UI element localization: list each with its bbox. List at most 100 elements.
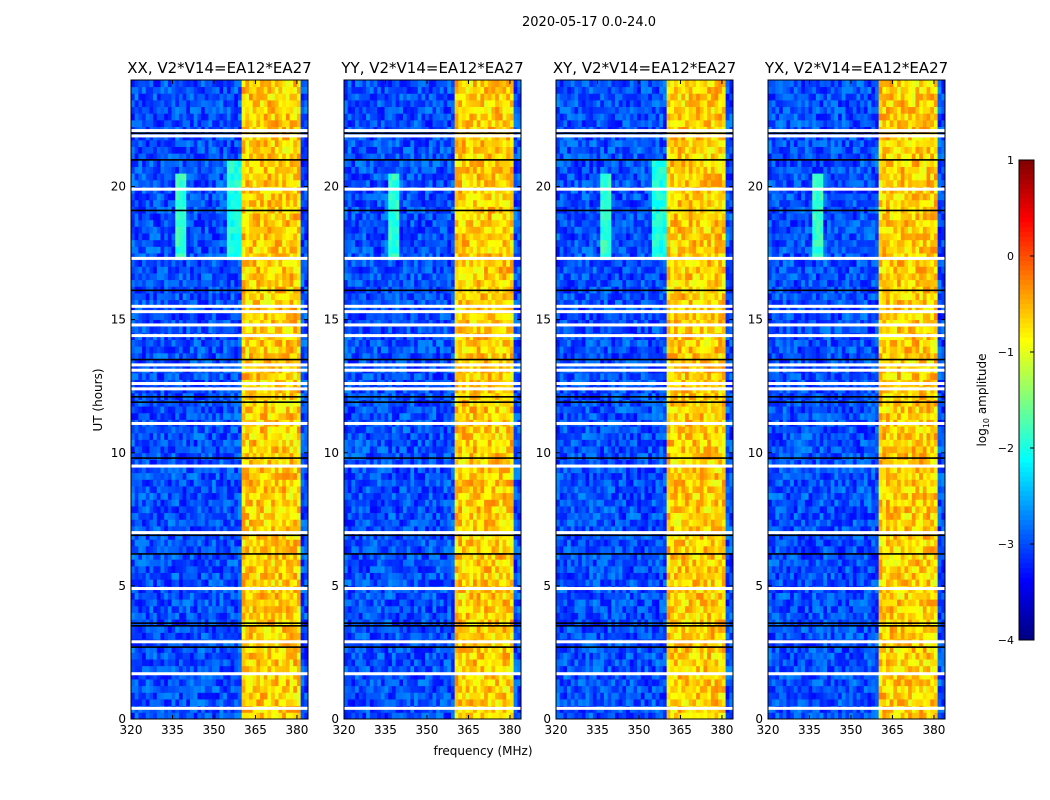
heatmap-cell bbox=[421, 712, 426, 720]
heatmap-cell bbox=[160, 559, 165, 567]
heatmap-cell bbox=[186, 499, 191, 507]
heatmap-cell bbox=[153, 239, 158, 247]
heatmap-cell bbox=[190, 672, 195, 680]
heatmap-cell bbox=[282, 439, 287, 447]
heatmap-cell bbox=[145, 293, 150, 301]
heatmap-cell bbox=[237, 565, 243, 573]
heatmap-cell bbox=[145, 552, 150, 560]
heatmap-cell bbox=[142, 552, 147, 560]
heatmap-cell bbox=[219, 665, 224, 673]
heatmap-cell bbox=[245, 679, 250, 687]
heatmap-cell bbox=[278, 86, 283, 94]
heatmap-cell bbox=[304, 679, 309, 687]
heatmap-cell bbox=[450, 685, 456, 693]
heatmap-cell bbox=[289, 492, 294, 500]
heatmap-cell bbox=[256, 539, 261, 547]
heatmap-cell bbox=[156, 446, 161, 454]
heatmap-cell bbox=[178, 246, 184, 254]
heatmap-cell bbox=[296, 452, 302, 460]
heatmap-cell bbox=[219, 525, 224, 534]
heatmap-cell bbox=[204, 426, 209, 434]
heatmap-cell bbox=[156, 193, 161, 201]
heatmap-cell bbox=[208, 179, 213, 187]
heatmap-cell bbox=[226, 625, 231, 633]
heatmap-cell bbox=[296, 685, 302, 693]
heatmap-cell bbox=[134, 359, 139, 367]
heatmap-cell bbox=[296, 466, 302, 474]
heatmap-cell bbox=[436, 712, 441, 720]
heatmap-cell bbox=[201, 399, 206, 407]
heatmap-cell bbox=[145, 179, 150, 187]
heatmap-cell bbox=[160, 406, 165, 414]
heatmap-cell bbox=[289, 559, 294, 567]
heatmap-cell bbox=[212, 545, 217, 553]
heatmap-cell bbox=[156, 146, 161, 154]
heatmap-cell bbox=[234, 119, 239, 127]
heatmap-cell bbox=[384, 685, 389, 693]
heatmap-cell bbox=[212, 439, 217, 447]
heatmap-cell bbox=[142, 226, 147, 234]
heatmap-cell bbox=[414, 685, 419, 693]
heatmap-cell bbox=[167, 139, 172, 147]
heatmap-cell bbox=[164, 632, 169, 640]
heatmap-cell bbox=[145, 645, 150, 653]
heatmap-cell bbox=[296, 712, 302, 720]
heatmap-cell bbox=[219, 246, 224, 254]
heatmap-cell bbox=[186, 359, 191, 367]
heatmap-cell bbox=[274, 99, 279, 108]
heatmap-cell bbox=[153, 273, 158, 281]
heatmap-cell bbox=[160, 372, 165, 380]
heatmap-cell bbox=[271, 113, 276, 121]
heatmap-cell bbox=[201, 545, 206, 553]
heatmap-cell bbox=[293, 346, 298, 354]
heatmap-cell bbox=[164, 446, 169, 454]
heatmap-cell bbox=[491, 699, 496, 707]
heatmap-cell bbox=[263, 99, 268, 108]
heatmap-cell bbox=[178, 80, 184, 88]
heatmap-cell bbox=[256, 645, 261, 653]
heatmap-cell bbox=[204, 685, 209, 693]
heatmap-cell bbox=[167, 219, 172, 227]
heatmap-cell bbox=[271, 579, 276, 587]
heatmap-cell bbox=[304, 599, 309, 607]
heatmap-cell bbox=[156, 506, 161, 514]
heatmap-cell bbox=[274, 506, 279, 514]
heatmap-cell bbox=[208, 266, 213, 274]
heatmap-cell bbox=[263, 179, 268, 187]
heatmap-cell bbox=[134, 712, 139, 720]
heatmap-cell bbox=[171, 466, 176, 474]
heatmap-cell bbox=[285, 226, 290, 234]
heatmap-cell bbox=[267, 552, 272, 560]
heatmap-cell bbox=[293, 625, 298, 633]
heatmap-cell bbox=[215, 146, 220, 154]
heatmap-cell bbox=[271, 499, 276, 507]
heatmap-cell bbox=[289, 652, 294, 660]
heatmap-cell bbox=[145, 266, 150, 274]
heatmap-cell bbox=[450, 672, 456, 680]
heatmap-cell bbox=[178, 293, 184, 301]
heatmap-cell bbox=[300, 699, 305, 707]
heatmap-cell bbox=[193, 452, 198, 460]
heatmap-cell bbox=[149, 592, 154, 600]
heatmap-cell bbox=[178, 672, 184, 680]
heatmap-cell bbox=[230, 146, 235, 154]
heatmap-cell bbox=[263, 193, 268, 201]
heatmap-cell bbox=[380, 685, 385, 693]
heatmap-cell bbox=[256, 652, 261, 660]
heatmap-cell bbox=[241, 572, 246, 580]
heatmap-cell bbox=[282, 479, 287, 487]
heatmap-cell bbox=[212, 239, 217, 247]
heatmap-cell bbox=[289, 159, 294, 167]
heatmap-cell bbox=[160, 552, 165, 560]
heatmap-cell bbox=[252, 273, 257, 281]
heatmap-cell bbox=[190, 652, 195, 660]
heatmap-cell bbox=[190, 632, 195, 640]
heatmap-cell bbox=[171, 352, 176, 360]
heatmap-cell bbox=[134, 592, 139, 600]
heatmap-cell bbox=[186, 679, 191, 687]
heatmap-cell bbox=[167, 572, 172, 580]
heatmap-cell bbox=[223, 352, 228, 360]
heatmap-cell bbox=[241, 213, 246, 221]
heatmap-cell bbox=[171, 139, 176, 147]
heatmap-cell bbox=[193, 632, 198, 640]
